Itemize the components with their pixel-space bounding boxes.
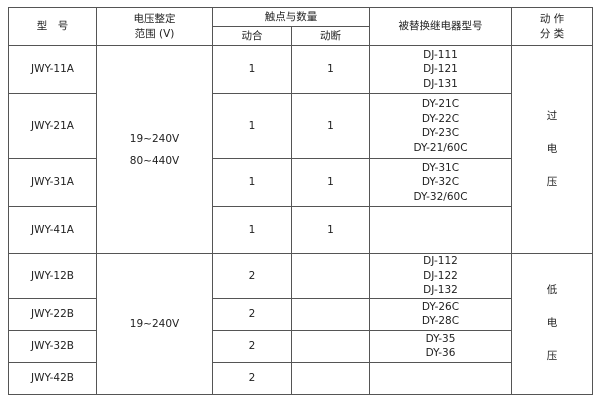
replaced-relays-cell: DJ-111 DJ-121 DJ-131 (369, 45, 512, 94)
model-cell: JWY-32B (8, 329, 97, 363)
replaced-relay-model: DJ-131 (423, 77, 458, 90)
replaced-relays-cell: DY-26C DY-28C (369, 297, 512, 331)
replaced-relay-model: DY-36 (425, 347, 456, 359)
model-cell: JWY-31A (8, 158, 97, 207)
make-contacts-cell: 2 (212, 361, 292, 395)
replaced-relay-model: DY-22C (421, 112, 460, 125)
table-row: JWY-11A 19~240V 80~440V 1 1 DJ-111 DJ-121 DJ-13… (8, 45, 593, 254)
break-contacts-cell (291, 329, 370, 363)
make-contacts-cell: 2 (212, 297, 292, 331)
model-cell: JWY-22B (8, 297, 97, 331)
replaced-relays-cell: DY-31C DY-32C DY-32/60C (369, 158, 512, 207)
header-replaced-relays: 被替换继电器型号 (369, 7, 512, 46)
replaced-relay-model: DY-26C (421, 300, 460, 313)
make-contacts-cell: 1 (212, 206, 292, 254)
table-row: JWY-42B 2 (8, 361, 593, 395)
make-contacts-cell: 1 (212, 93, 292, 159)
replaced-relay-model: DJ-112 (423, 255, 458, 267)
replaced-relay-model: DY-31C (421, 161, 460, 174)
action-class-char: 压 (546, 176, 558, 188)
model-cell: JWY-41A (8, 206, 97, 254)
voltage-range-cell: 19~240V 80~440V (96, 45, 213, 254)
replaced-relay-model: DJ-111 (423, 48, 458, 61)
action-class-cell: 低电压 (511, 253, 593, 395)
break-contacts-cell: 1 (291, 206, 370, 254)
action-class-char: 压 (546, 350, 558, 363)
replaced-relay-model: DJ-122 (423, 269, 458, 282)
replaced-relay-model: DY-21/60C (413, 141, 468, 154)
break-contacts-cell (291, 253, 370, 299)
table-row: JWY-31A 1 1 DY-31C DY-32C DY-32/60C (8, 158, 593, 207)
action-class-char: 电 (546, 317, 558, 330)
table-row: JWY-12B 19~240V 2 DJ-112 DJ-122 DJ-132 低电压 (8, 253, 593, 395)
header-model: 型 号 (8, 7, 97, 46)
model-cell: JWY-42B (8, 361, 97, 395)
voltage-range-cell: 19~240V (96, 253, 213, 395)
replaced-relay-model: DY-32/60C (413, 190, 468, 203)
break-contacts-cell (291, 361, 370, 395)
header-contacts-break: 动断 (291, 26, 370, 46)
make-contacts-cell: 1 (212, 45, 292, 94)
header-contacts-make: 动合 (212, 26, 292, 46)
table-row: JWY-32B 2 DY-35 DY-36 (8, 329, 593, 363)
relay-spec-table: 型 号 电压整定 范围 (V) 触点与数量 被替换继电器型号 动 作分 类 动合 … (8, 7, 593, 395)
header-voltage-range: 电压整定 范围 (V) (96, 7, 213, 46)
replaced-relays-cell (369, 361, 512, 395)
replaced-relay-model: DJ-132 (423, 284, 458, 296)
replaced-relay-model: DY-21C (421, 98, 460, 110)
action-class-cell: 过电压 (511, 45, 593, 254)
replaced-relay-model: DY-35 (425, 332, 456, 345)
replaced-relay-model: DY-23C (421, 127, 460, 139)
make-contacts-cell: 2 (212, 253, 292, 299)
table-row: JWY-41A 1 1 (8, 206, 593, 254)
make-contacts-cell: 2 (212, 329, 292, 363)
model-cell: JWY-11A (8, 45, 97, 94)
replaced-relays-cell (369, 206, 512, 254)
voltage-range-value: 19~240V (129, 132, 180, 145)
header-action-class: 动 作分 类 (511, 7, 593, 46)
table-row: JWY-21A 1 1 DY-21C DY-22C DY-23C DY-21/60C (8, 93, 593, 159)
voltage-range-value: 19~240V (129, 317, 180, 330)
table-row: JWY-22B 2 DY-26C DY-28C (8, 297, 593, 331)
replaced-relay-model: DY-32C (421, 176, 460, 189)
break-contacts-cell: 1 (291, 45, 370, 94)
header-contacts: 触点与数量 (212, 7, 370, 27)
voltage-range-value: 80~440V (129, 154, 180, 167)
replaced-relay-model: DY-28C (421, 315, 460, 327)
make-contacts-cell: 1 (212, 158, 292, 207)
replaced-relay-model: DJ-121 (423, 63, 458, 76)
replaced-relays-cell: DY-35 DY-36 (369, 329, 512, 363)
model-cell: JWY-12B (8, 253, 97, 299)
replaced-relays-cell: DJ-112 DJ-122 DJ-132 (369, 253, 512, 299)
break-contacts-cell: 1 (291, 158, 370, 207)
replaced-relays-cell: DY-21C DY-22C DY-23C DY-21/60C (369, 93, 512, 159)
action-class-char: 低 (546, 284, 558, 297)
action-class-char: 过 (546, 110, 558, 122)
break-contacts-cell (291, 297, 370, 331)
action-class-char: 电 (546, 143, 558, 155)
break-contacts-cell: 1 (291, 93, 370, 159)
model-cell: JWY-21A (8, 93, 97, 159)
